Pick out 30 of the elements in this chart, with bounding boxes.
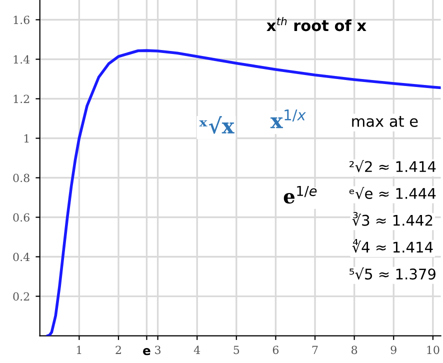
x-tick-label: 7 [312, 346, 318, 354]
x-tick-label: 4 [194, 346, 200, 354]
annotation: ∛3 ≈ 1.442 [352, 212, 432, 226]
annotation: ⁵√5 ≈ 1.379 [350, 268, 436, 280]
y-tick-label: 0.4 [13, 252, 30, 262]
annotation: ∜4 ≈ 1.414 [352, 239, 433, 253]
text: x$^{th}$ root of x [266, 17, 366, 32]
y-tick-label: 1.2 [14, 94, 30, 104]
y-tick-label: 0.8 [13, 174, 30, 182]
x-tick-label: 6 [272, 346, 279, 354]
x-tick-label: 8 [352, 346, 358, 354]
x-tick-label: 3 [155, 346, 160, 354]
annotation: ²√2 ≈ 1.414 [350, 160, 436, 172]
y-tick-label: 0.2 [13, 292, 30, 301]
x-tick-label: 1 [76, 346, 82, 354]
annotation: x$^{1/x}$ [270, 110, 306, 128]
y-tick-label: 1.6 [14, 16, 30, 24]
x-tick-label: 5 [234, 346, 240, 354]
x-tick-label: e [143, 348, 150, 356]
x-tick-label: 10 [427, 346, 440, 354]
y-tick-label: 1 [24, 134, 29, 142]
annotation: ˣ√x [199, 116, 234, 134]
y-tick-label: 0.6 [13, 213, 30, 222]
x-tick-label: 9 [390, 346, 396, 354]
y-tick-label: 1.4 [14, 55, 30, 64]
line-series [46, 49, 441, 336]
annotation: e$^{1/e}$ [284, 186, 317, 204]
annotation: ᵉ√e ≈ 1.444 [349, 186, 436, 200]
annotation: max at e [352, 116, 418, 127]
x-tick-label: 2 [116, 346, 121, 354]
